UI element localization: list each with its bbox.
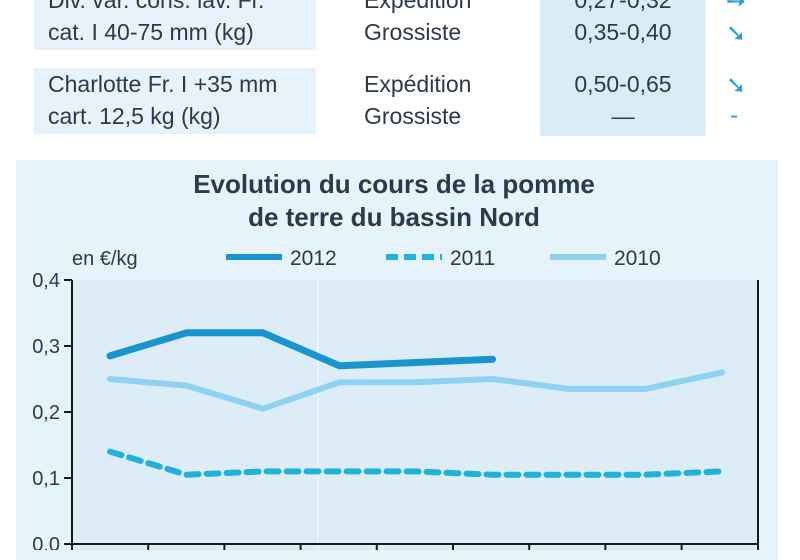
product-cell: Div. var. cons. lav. Fr. cat. I 40-75 mm… — [34, 0, 316, 50]
market-line: Expédition — [364, 0, 472, 13]
trend-cell: ➙ ➘ — [708, 0, 780, 50]
price-line: 0,27-0,32 — [574, 0, 672, 13]
y-tick-label: 0,1 — [32, 468, 60, 490]
legend: 2012 2011 2010 — [226, 247, 661, 270]
market-line: Expédition — [364, 71, 472, 97]
y-tick-label: 0,2 — [32, 402, 60, 424]
product-line: Div. var. cons. lav. Fr. — [48, 0, 265, 13]
series-line-2011 — [107, 448, 725, 478]
market-line: Grossiste — [364, 103, 462, 129]
trend-cell: ➘ - — [708, 68, 780, 134]
y-axis-label: en €/kg — [72, 248, 138, 270]
product-line: cat. I 40-75 mm (kg) — [48, 19, 254, 45]
y-tick-label: 0,0 — [32, 534, 60, 550]
table-row: Div. var. cons. lav. Fr. cat. I 40-75 mm… — [34, 0, 780, 50]
price-line: 0,35-0,40 — [574, 19, 672, 45]
price-line: — — [611, 103, 635, 129]
arrow-down-right-icon: ➘ — [726, 20, 747, 47]
arrow-down-right-icon: ➘ — [726, 72, 747, 99]
price-table: Div. var. cons. lav. Fr. cat. I 40-75 mm… — [0, 0, 800, 150]
x-ticks — [147, 544, 683, 550]
y-tick-label: 0,3 — [32, 336, 60, 358]
chart-title-line-1: Evolution du cours de la pomme — [193, 169, 595, 199]
y-tick-label: 0,4 — [32, 270, 60, 292]
market-cell: Expédition Grossiste — [318, 68, 538, 134]
price-cell: 0,50-0,65 — — [540, 68, 706, 134]
product-line: Charlotte Fr. I +35 mm — [48, 71, 278, 97]
dash-icon: - — [730, 102, 738, 129]
series-line-2010 — [107, 369, 725, 412]
table-row: Charlotte Fr. I +35 mm cart. 12,5 kg (kg… — [34, 68, 780, 134]
price-cell: 0,27-0,32 0,35-0,40 — [540, 0, 706, 50]
arrow-right-icon: ➙ — [726, 0, 747, 15]
plot-area — [72, 280, 758, 550]
series-line-2012 — [106, 329, 496, 370]
y-ticks: 0,0 0,1 0,2 0,3 0,4 — [32, 270, 72, 550]
series-layer — [106, 329, 725, 478]
product-cell: Charlotte Fr. I +35 mm cart. 12,5 kg (kg… — [34, 68, 316, 134]
product-line: cart. 12,5 kg (kg) — [48, 103, 221, 129]
market-line: Grossiste — [364, 19, 462, 45]
market-cell: Expédition Grossiste — [318, 0, 538, 50]
price-line: 0,50-0,65 — [574, 71, 672, 97]
legend-label-2011: 2011 — [450, 247, 495, 270]
legend-label-2012: 2012 — [290, 247, 337, 270]
legend-label-2010: 2010 — [614, 247, 661, 270]
chart-title-line-2: de terre du bassin Nord — [248, 202, 540, 232]
